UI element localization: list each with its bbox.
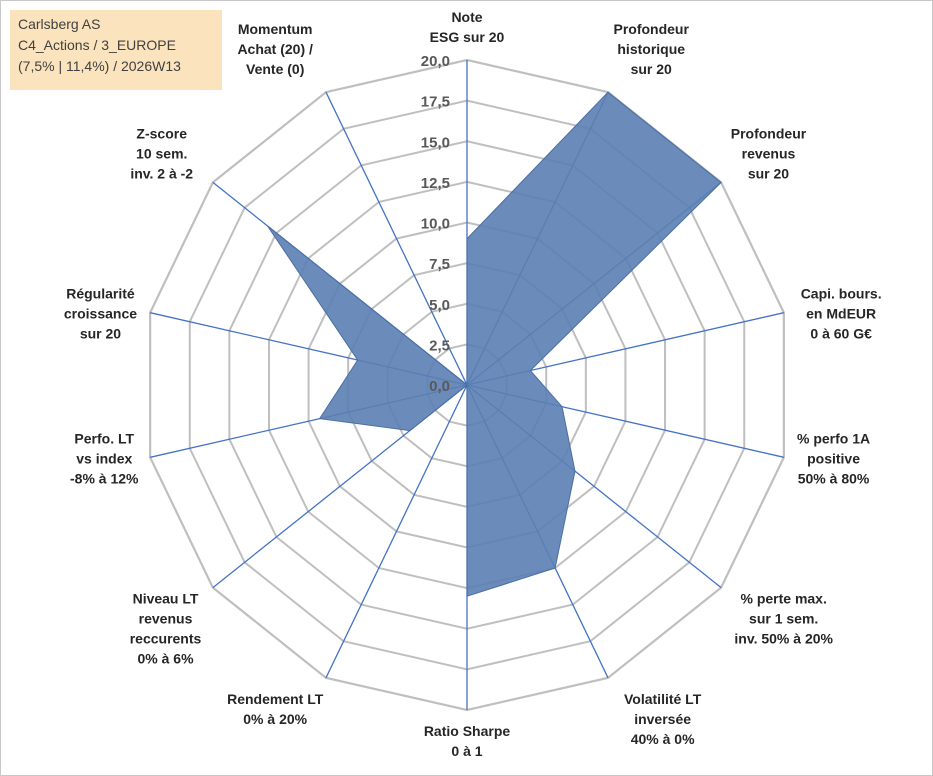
axis-label-line: Régularité [66,286,135,302]
axis-label-line: historique [617,41,685,57]
axis-label-line: Volatilité LT [624,691,702,707]
tick-label: 10,0 [421,216,450,233]
tick-label: 0,0 [429,378,450,395]
axis-label-perte-max: % perte max. sur 1 sem. inv. 50% à 20% [734,591,833,647]
label-layer: Note ESG sur 20 Profondeur historique sur 20… [64,9,882,759]
axis-label-line: Achat (20) / [237,41,313,57]
axis-label-line: Ratio Sharpe [424,723,511,739]
axis-label-z-score: Z-score 10 sem. inv. 2 à -2 [130,125,193,181]
info-box-company: Carlsberg AS [18,16,101,32]
axis-label-line: inv. 2 à -2 [130,165,193,181]
axis-label-line: vs index [76,450,132,466]
axis-label-ratio-sharpe: Ratio Sharpe 0 à 1 [424,723,511,759]
axis-label-line: Note [451,9,482,25]
axis-label-line: Profondeur [613,21,689,37]
axis-label-line: positive [807,450,860,466]
info-box-category: C4_Actions / 3_EUROPE [18,37,176,53]
axis-label-line: 0 à 60 G€ [810,326,872,342]
axis-label-niveau-lt-revenus: Niveau LT revenus reccurents 0% à 6% [130,591,202,667]
axis-label-line: croissance [64,306,137,322]
axis-label-line: Momentum [238,21,313,37]
axis-label-line: Rendement LT [227,691,324,707]
axis-label-line: sur 1 sem. [749,611,818,627]
axis-label-line: revenus [742,145,796,161]
axis-label-rendement-lt: Rendement LT 0% à 20% [227,691,324,727]
axis-label-capi-bours: Capi. bours. en MdEUR 0 à 60 G€ [801,286,882,342]
axis-label-line: inversée [634,711,691,727]
info-box-period: (7,5% | 11,4%) / 2026W13 [18,58,181,74]
tick-label: 20,0 [421,53,450,70]
axis-label-line: Z-score [136,125,187,141]
axis-label-line: Capi. bours. [801,286,882,302]
spoke-rendement-lt [325,384,468,679]
tick-label: 15,0 [421,134,450,151]
tick-label: 17,5 [421,94,450,111]
series-area-0 [267,91,722,597]
axis-label-profondeur-historique: Profondeur historique sur 20 [613,21,689,77]
axis-label-perfo-lt-vs-index: Perfo. LT vs index -8% à 12% [70,430,139,486]
axis-label-line: 0% à 6% [137,651,194,667]
axis-label-line: sur 20 [748,165,789,181]
info-box: Carlsberg AS C4_Actions / 3_EUROPE (7,5%… [10,10,222,90]
tick-label: 5,0 [429,297,450,314]
axis-label-note-esg: Note ESG sur 20 [430,9,505,45]
axis-label-line: 0% à 20% [243,711,307,727]
axis-label-line: Vente (0) [246,61,304,77]
tick-label: 2,5 [429,337,450,354]
axis-label-line: revenus [139,611,193,627]
axis-label-line: sur 20 [80,326,121,342]
axis-label-line: sur 20 [631,61,672,77]
axis-label-line: inv. 50% à 20% [734,631,833,647]
axis-label-line: % perfo 1A [797,430,870,446]
axis-label-profondeur-revenus: Profondeur revenus sur 20 [731,125,807,181]
axis-label-line: 10 sem. [136,145,187,161]
axis-label-regularite-croissance: Régularité croissance sur 20 [64,286,137,342]
tick-layer: 0,0 2,5 5,0 7,5 10,0 12,5 15,0 17,5 20,0 [421,53,450,395]
axis-label-perfo-1a-positive: % perfo 1A positive 50% à 80% [797,430,870,486]
axis-label-line: Profondeur [731,125,807,141]
axis-label-volatilite-lt: Volatilité LT inversée 40% à 0% [624,691,702,747]
axis-label-line: Perfo. LT [74,430,134,446]
axis-label-line: -8% à 12% [70,470,139,486]
axis-label-line: 40% à 0% [631,731,695,747]
tick-label: 12,5 [421,175,450,192]
axis-label-line: % perte max. [740,591,826,607]
axis-label-line: en MdEUR [806,306,876,322]
axis-label-line: reccurents [130,631,202,647]
axis-label-line: ESG sur 20 [430,29,505,45]
spoke-momentum [325,91,468,386]
axis-label-line: 50% à 80% [798,470,870,486]
axis-label-line: 0 à 1 [451,743,482,759]
tick-label: 7,5 [429,256,450,273]
axis-label-momentum: Momentum Achat (20) / Vente (0) [237,21,313,77]
axis-label-line: Niveau LT [133,591,199,607]
series-layer [267,91,722,597]
